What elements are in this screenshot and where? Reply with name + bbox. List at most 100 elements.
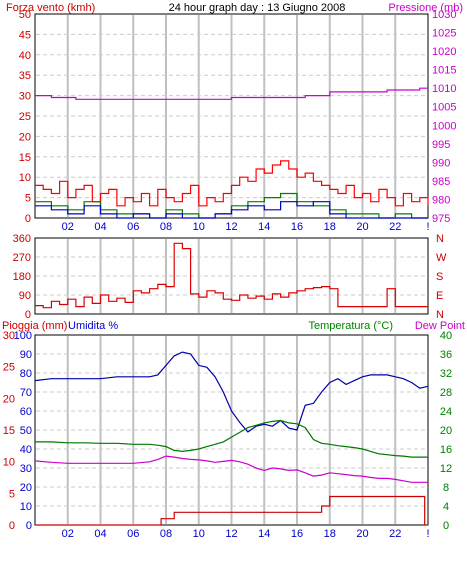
x-tick-label-top: 12 bbox=[225, 221, 237, 233]
temperature-tick-label: 0 bbox=[443, 520, 449, 532]
humidity-axis-title: Umidita % bbox=[68, 320, 118, 332]
direction-letter-label: W bbox=[436, 252, 447, 264]
wind-direction-line bbox=[35, 242, 428, 309]
x-tick-label-bottom: 04 bbox=[94, 528, 106, 540]
temperature-tick-label: 16 bbox=[440, 444, 452, 456]
temperature-tick-label: 40 bbox=[440, 330, 452, 342]
pressure-tick-label: 975 bbox=[432, 213, 450, 225]
x-tick-label-bottom: 18 bbox=[324, 528, 336, 540]
humidity-tick-label: 50 bbox=[20, 425, 32, 437]
wind-tick-label: 40 bbox=[19, 50, 31, 62]
pressure-line bbox=[35, 87, 428, 100]
humidity-tick-label: 0 bbox=[26, 520, 32, 532]
direction-tick-label: 270 bbox=[13, 252, 31, 264]
x-tick-label-top: 02 bbox=[62, 221, 74, 233]
wind-tick-label: 15 bbox=[19, 152, 31, 164]
wind-gust-line bbox=[35, 160, 429, 207]
pressure-tick-label: 1030 bbox=[432, 9, 456, 21]
x-tick-label-top: 14 bbox=[258, 221, 270, 233]
humidity-tick-label: 60 bbox=[20, 406, 32, 418]
temperature-tick-label: 32 bbox=[440, 368, 452, 380]
rain-axis-title: Pioggia (mm) bbox=[2, 320, 67, 332]
x-tick-label-bottom: 02 bbox=[62, 528, 74, 540]
x-tick-label-top: 18 bbox=[324, 221, 336, 233]
wind-low-line bbox=[35, 201, 428, 219]
humidity-tick-label: 10 bbox=[20, 501, 32, 513]
humidity-tick-label: 100 bbox=[14, 330, 32, 342]
x-tick-label-top: 22 bbox=[389, 221, 401, 233]
x-tick-label-top: 10 bbox=[193, 221, 205, 233]
pressure-tick-label: 1020 bbox=[432, 46, 456, 58]
wind-tick-label: 20 bbox=[19, 131, 31, 143]
temperature-tick-label: 12 bbox=[440, 463, 452, 475]
direction-letter-label: N bbox=[436, 233, 444, 245]
rain-tick-label: 30 bbox=[3, 330, 15, 342]
rain-tick-label: 5 bbox=[9, 488, 15, 500]
direction-letter-label: S bbox=[436, 271, 443, 283]
humidity-tick-label: 70 bbox=[20, 387, 32, 399]
wind-tick-label: 10 bbox=[19, 172, 31, 184]
dewpoint-line bbox=[34, 455, 428, 483]
rain-line bbox=[35, 495, 428, 526]
humidity-tick-label: 90 bbox=[20, 349, 32, 361]
x-tick-label-bottom: ! bbox=[426, 528, 429, 540]
temperature-tick-label: 36 bbox=[440, 349, 452, 361]
rain-tick-label: 0 bbox=[9, 520, 15, 532]
humidity-tick-label: 30 bbox=[20, 463, 32, 475]
temperature-line bbox=[35, 419, 428, 458]
chart-title: 24 hour graph day : 13 Giugno 2008 bbox=[169, 2, 346, 14]
humidity-tick-label: 20 bbox=[20, 482, 32, 494]
wind-tick-label: 25 bbox=[19, 111, 31, 123]
temperature-tick-label: 28 bbox=[440, 387, 452, 399]
wind-axis-title: Forza vento (kmh) bbox=[6, 2, 95, 14]
rain-tick-label: 10 bbox=[3, 457, 15, 469]
temperature-axis-title: Temperatura (°C) bbox=[309, 320, 393, 332]
x-tick-label-top: 08 bbox=[160, 221, 172, 233]
x-tick-label-bottom: 16 bbox=[291, 528, 303, 540]
x-tick-label-bottom: 12 bbox=[225, 528, 237, 540]
x-tick-label-top: 20 bbox=[356, 221, 368, 233]
wind-tick-label: 0 bbox=[25, 213, 31, 225]
x-tick-label-bottom: 22 bbox=[389, 528, 401, 540]
rain-tick-label: 15 bbox=[3, 425, 15, 437]
rain-tick-label: 25 bbox=[3, 362, 15, 374]
temperature-tick-label: 24 bbox=[440, 406, 452, 418]
pressure-tick-label: 995 bbox=[432, 139, 450, 151]
direction-tick-label: 180 bbox=[13, 271, 31, 283]
pressure-axis-title: Pressione (mb) bbox=[388, 2, 463, 14]
pressure-tick-label: 980 bbox=[432, 194, 450, 206]
temperature-tick-label: 8 bbox=[443, 482, 449, 494]
humidity-tick-label: 40 bbox=[20, 444, 32, 456]
pressure-tick-label: 1005 bbox=[432, 102, 456, 114]
x-tick-label-bottom: 20 bbox=[356, 528, 368, 540]
x-tick-label-top: 04 bbox=[94, 221, 106, 233]
x-tick-label-top: ! bbox=[426, 221, 429, 233]
dewpoint-axis-title: Dew Point bbox=[415, 320, 465, 332]
wind-tick-label: 5 bbox=[25, 193, 31, 205]
direction-tick-label: 360 bbox=[13, 233, 31, 245]
direction-letter-label: N bbox=[436, 309, 444, 321]
pressure-tick-label: 985 bbox=[432, 176, 450, 188]
pressure-tick-label: 1000 bbox=[432, 120, 456, 132]
direction-tick-label: 0 bbox=[25, 309, 31, 321]
x-tick-label-bottom: 06 bbox=[127, 528, 139, 540]
pressure-tick-label: 990 bbox=[432, 157, 450, 169]
x-tick-label-top: 06 bbox=[127, 221, 139, 233]
pressure-tick-label: 1015 bbox=[432, 65, 456, 77]
x-tick-label-top: 16 bbox=[291, 221, 303, 233]
humidity-tick-label: 80 bbox=[20, 368, 32, 380]
x-tick-label-bottom: 08 bbox=[160, 528, 172, 540]
wind-tick-label: 45 bbox=[19, 29, 31, 41]
direction-letter-label: E bbox=[436, 290, 443, 302]
wind-tick-label: 50 bbox=[19, 9, 31, 21]
x-tick-label-bottom: 10 bbox=[193, 528, 205, 540]
humidity-line bbox=[34, 351, 429, 433]
pressure-tick-label: 1010 bbox=[432, 83, 456, 95]
pressure-tick-label: 1025 bbox=[432, 28, 456, 40]
rain-tick-label: 20 bbox=[3, 393, 15, 405]
x-tick-label-bottom: 14 bbox=[258, 528, 270, 540]
direction-tick-label: 90 bbox=[19, 290, 31, 302]
wind-tick-label: 30 bbox=[19, 91, 31, 103]
